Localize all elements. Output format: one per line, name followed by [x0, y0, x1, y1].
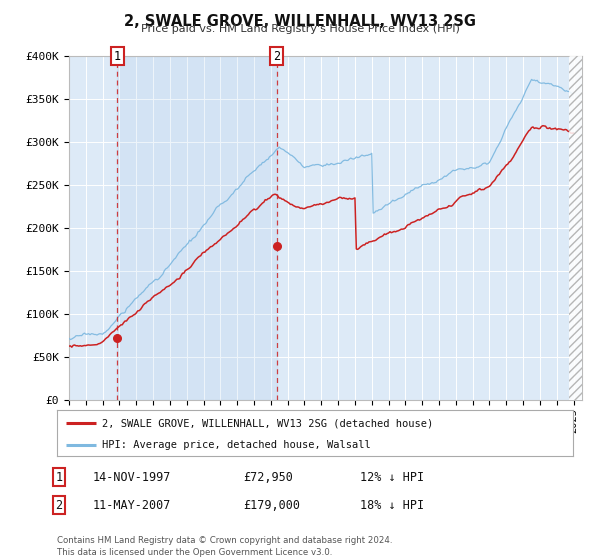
- Text: 2: 2: [55, 498, 62, 512]
- Text: 1: 1: [114, 49, 121, 63]
- Text: 2: 2: [274, 49, 280, 63]
- Bar: [117, 56, 277, 400]
- Text: 11-MAY-2007: 11-MAY-2007: [93, 498, 172, 512]
- Text: Price paid vs. HM Land Registry's House Price Index (HPI): Price paid vs. HM Land Registry's House …: [140, 24, 460, 34]
- Text: 18% ↓ HPI: 18% ↓ HPI: [360, 498, 424, 512]
- Text: 2, SWALE GROVE, WILLENHALL, WV13 2SG: 2, SWALE GROVE, WILLENHALL, WV13 2SG: [124, 14, 476, 29]
- Text: 2, SWALE GROVE, WILLENHALL, WV13 2SG (detached house): 2, SWALE GROVE, WILLENHALL, WV13 2SG (de…: [103, 418, 434, 428]
- Bar: [569, 56, 582, 400]
- Text: £72,950: £72,950: [243, 470, 293, 484]
- Text: 1: 1: [55, 470, 62, 484]
- Text: Contains HM Land Registry data © Crown copyright and database right 2024.
This d: Contains HM Land Registry data © Crown c…: [57, 536, 392, 557]
- Text: HPI: Average price, detached house, Walsall: HPI: Average price, detached house, Wals…: [103, 440, 371, 450]
- Text: 12% ↓ HPI: 12% ↓ HPI: [360, 470, 424, 484]
- Text: 14-NOV-1997: 14-NOV-1997: [93, 470, 172, 484]
- Text: £179,000: £179,000: [243, 498, 300, 512]
